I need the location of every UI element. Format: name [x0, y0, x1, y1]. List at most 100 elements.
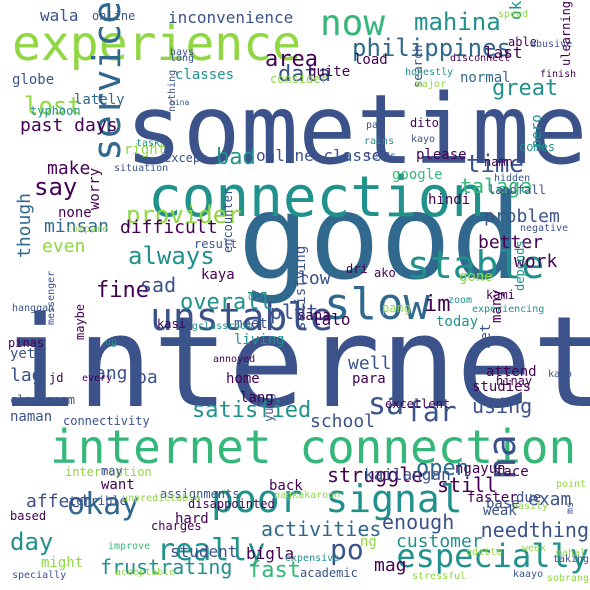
word-cloud-word: naman — [10, 409, 53, 425]
word-cloud-word: abusive — [530, 39, 573, 50]
word-cloud-word: might — [41, 555, 84, 571]
word-cloud-word: say — [34, 173, 78, 201]
word-cloud-word: landfall — [488, 183, 546, 197]
word-cloud-word: sometime — [125, 74, 588, 186]
word-cloud-word: struggle — [327, 463, 424, 487]
word-cloud-word: okay — [67, 487, 140, 522]
word-cloud-word: ako — [374, 266, 396, 280]
word-cloud-word: typhoon — [30, 104, 81, 118]
word-cloud-word: mahal — [556, 548, 587, 559]
word-cloud-word: quite — [308, 64, 351, 80]
word-cloud-word: service — [85, 1, 129, 162]
word-cloud-word: expensive — [285, 553, 340, 564]
word-cloud-word: face — [495, 464, 529, 480]
word-cloud-word: sad — [140, 273, 177, 297]
word-cloud-word: lalo — [312, 310, 351, 329]
word-cloud-word: major — [416, 79, 447, 90]
word-cloud-word: none — [58, 205, 92, 221]
word-cloud-word: week — [522, 543, 547, 554]
word-cloud-word: load — [354, 52, 388, 68]
word-cloud-word: low — [298, 268, 331, 289]
word-cloud-word: base — [486, 496, 520, 512]
word-cloud-word: student — [170, 542, 238, 561]
word-cloud-word: nagkakaroon — [274, 490, 341, 501]
word-cloud-word: bigla — [246, 544, 295, 563]
word-cloud-word: assignments — [160, 487, 240, 501]
word-cloud-word: even — [42, 236, 86, 257]
word-cloud-word: pinas — [8, 336, 45, 350]
word-cloud-word: today — [436, 314, 479, 330]
word-cloud-word: online classes — [256, 146, 391, 165]
word-cloud-word: comes — [519, 140, 556, 154]
word-cloud-word: make — [47, 158, 91, 179]
word-cloud-word: im — [424, 292, 451, 317]
word-cloud-word: fine — [96, 278, 149, 303]
word-cloud-word: consider — [270, 72, 328, 86]
word-cloud-word: jd — [49, 371, 64, 385]
word-cloud-word: easily — [512, 501, 549, 512]
word-cloud-word: enough — [382, 510, 455, 534]
word-cloud-word: honestly — [405, 67, 454, 78]
word-cloud-word: gclassroom — [192, 321, 253, 332]
word-cloud-word: classroom — [10, 393, 76, 407]
word-cloud-word: good — [238, 168, 523, 306]
word-cloud-word: mag — [374, 555, 407, 576]
word-cloud-word: talaga — [460, 174, 533, 198]
word-cloud-word: hina — [170, 98, 190, 107]
word-cloud-word: internet connection — [50, 420, 577, 474]
word-cloud-word: well — [348, 353, 392, 374]
word-cloud-word: especially — [396, 537, 589, 575]
word-cloud-word: except — [164, 151, 208, 165]
word-cloud-word: lang — [240, 390, 274, 406]
word-cloud-word: ang — [95, 363, 128, 384]
word-cloud-word: google — [392, 167, 443, 183]
word-cloud-word: overall — [180, 290, 273, 315]
word-cloud-word: minsan — [44, 216, 110, 237]
word-cloud-word: disconnect — [450, 53, 511, 64]
word-cloud-word: connectivity — [63, 414, 150, 428]
word-cloud-word: rains — [364, 136, 395, 147]
word-cloud-word: ngayun — [455, 461, 506, 477]
word-cloud-word: living — [234, 332, 285, 348]
word-cloud-word: terms — [366, 151, 397, 162]
word-cloud-word: difficult — [120, 217, 218, 238]
word-cloud-word: terrible — [69, 494, 127, 508]
word-cloud-word: din — [248, 292, 267, 303]
word-cloud-word: unpredictable — [122, 493, 201, 504]
word-cloud-word: classes — [175, 67, 235, 83]
word-cloud-word: yet — [10, 346, 36, 362]
word-cloud-word: worry — [87, 167, 103, 210]
word-cloud-word: odette — [466, 547, 503, 558]
word-cloud-word: point — [556, 479, 587, 490]
word-cloud-word: result — [194, 237, 238, 251]
word-cloud-word: mahina — [414, 8, 501, 36]
word-cloud-word: slow — [324, 279, 430, 330]
word-cloud-word: satisfied — [192, 398, 312, 423]
word-cloud-word: may — [101, 464, 123, 478]
word-cloud-word: back — [269, 478, 303, 494]
word-cloud-word: sana — [297, 308, 331, 324]
word-cloud-word: compare — [66, 224, 109, 235]
word-cloud-word: stable — [407, 243, 545, 287]
word-cloud-word: ug — [105, 337, 118, 348]
word-cloud-word: really — [157, 533, 266, 568]
word-cloud-word: unstable — [150, 295, 334, 339]
word-cloud-word: academic — [300, 566, 358, 580]
word-cloud-word: lost — [24, 92, 82, 120]
word-cloud-word: normal — [460, 70, 511, 86]
word-cloud-word: kaayo — [513, 569, 544, 580]
word-cloud-word: pang — [382, 301, 411, 315]
word-cloud-word: want — [101, 477, 135, 493]
word-cloud-word: kami — [486, 288, 515, 302]
word-cloud-word: ulearning — [559, 1, 573, 67]
word-cloud-word: school — [310, 411, 376, 432]
word-cloud-word: frustrating — [100, 555, 233, 579]
word-cloud-word: poor signal — [211, 477, 463, 521]
word-cloud-word: kayo — [548, 369, 573, 380]
word-cloud-word: philippines — [352, 34, 511, 62]
word-cloud-word: pldt — [270, 300, 319, 324]
word-cloud-word: data — [278, 62, 331, 87]
word-cloud-word: last — [484, 43, 523, 62]
word-cloud-word: acceptable — [115, 567, 176, 578]
